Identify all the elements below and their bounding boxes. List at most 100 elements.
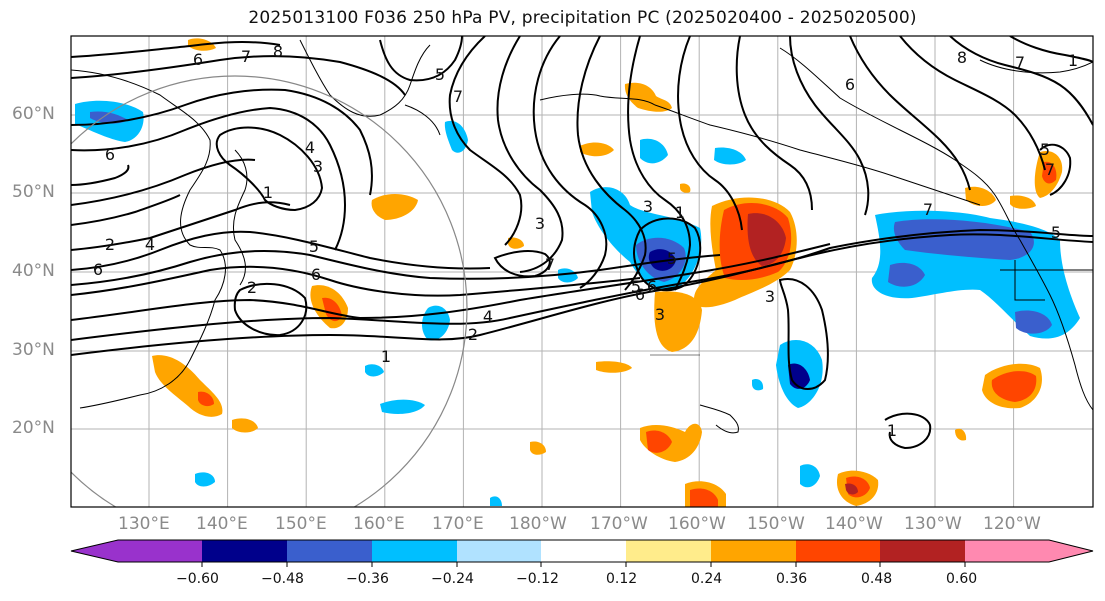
colorbar-tick-label: 0.36 [776,571,808,587]
colorbar [70,539,1094,567]
lon-label: 140°W [825,514,883,534]
anomaly-negative [888,262,925,287]
contour-label: 4 [305,138,315,157]
colorbar-segment [880,540,965,562]
contour-label: 6 [311,265,321,284]
lat-label: 20°N [12,418,55,438]
map-frame [70,35,1094,508]
colorbar-segment [626,540,711,562]
lat-label: 40°N [12,261,55,281]
colorbar-segment [202,540,287,562]
anomaly-negative [490,496,502,506]
contour-label: 2 [105,235,115,254]
anomaly-positive [1010,195,1036,209]
contour-label: 1 [263,183,273,202]
anomaly-negative [640,138,668,164]
contour-label: 7 [923,200,933,219]
contour-label: 3 [643,197,653,216]
contour-label: 5 [1051,223,1061,242]
anomaly-positive [654,291,702,352]
contour-label: 3 [765,287,775,306]
contour-label: 2 [247,278,257,297]
map-title: 2025013100 F036 250 hPa PV, precipitatio… [248,8,917,28]
contour-label: 6 [193,50,203,69]
contour-label: 7 [545,255,555,274]
colorbar-tick-label: −0.60 [176,571,219,587]
contour-label: 5 [309,237,319,256]
precip-anomaly-shading [75,38,1080,507]
colorbar-tick-label: 0.48 [861,571,893,587]
contour-label: 3 [535,214,545,233]
range-ring [71,75,468,507]
anomaly-positive [580,142,614,157]
contour-label: 5 [435,65,445,84]
contour-label: 6 [845,75,855,94]
colorbar-outline [70,539,1094,563]
contour-label: 6 [105,145,115,164]
colorbar-tick-label: 0.60 [946,571,978,587]
anomaly-negative [365,364,384,377]
anomaly-positive [322,297,342,322]
colorbar-segment [372,540,457,562]
coastlines [71,39,1093,434]
contour-label: 1 [381,347,391,366]
lon-label: 160°E [353,514,405,534]
anomaly-negative [714,147,746,165]
contour-label: 7 [241,47,251,66]
anomaly-positive [624,82,672,112]
anomaly-negative [752,379,764,391]
contour-label: 8 [957,48,967,67]
anomaly-positive [530,441,546,455]
anomaly-negative [1015,310,1052,334]
contour-label: 1 [675,203,685,222]
contour-label: 6 [635,285,645,304]
colorbar-segment [541,540,626,562]
pv-contours [71,36,1093,450]
anomaly-positive [680,183,691,193]
contour-label: 2 [468,325,478,344]
contour-label: 1 [1068,51,1078,70]
lon-label: 140°E [196,514,248,534]
lon-label: 150°E [275,514,327,534]
contour-label: 5 [1040,140,1050,159]
anomaly-positive [965,186,996,206]
colorbar-segment [287,540,372,562]
contour-label: 6 [647,277,657,296]
contour-label: 7 [1045,160,1055,179]
colorbar-tick-label: −0.12 [516,571,559,587]
anomaly-negative [380,399,425,414]
lat-label: 30°N [12,340,55,360]
colorbar-tick-label: −0.36 [346,571,389,587]
contour-label: 8 [273,42,283,61]
lon-label: 130°E [118,514,170,534]
anomaly-positive [646,430,672,453]
colorbar-segment [796,540,880,562]
anomaly-negative [648,249,676,271]
anomaly-positive [1042,161,1057,184]
anomaly-positive [991,371,1037,402]
lon-label: 170°E [432,514,484,534]
contour-label: 7 [453,87,463,106]
lon-label: 150°W [747,514,805,534]
contour-label: 6 [93,260,103,279]
anomaly-positive [955,428,967,441]
lon-label: 180°W [509,514,567,534]
anomaly-negative [800,464,820,488]
colorbar-segment [71,540,202,562]
anomaly-positive [690,488,718,507]
anomaly-positive [596,361,632,373]
lat-label: 50°N [12,182,55,202]
colorbar-segment [457,540,541,562]
anomaly-positive [232,418,258,433]
lat-label: 60°N [12,104,55,124]
colorbar-tick-label: −0.48 [261,571,304,587]
anomaly-positive [371,194,418,220]
colorbar-tick-label: −0.24 [431,571,474,587]
anomaly-negative [444,120,468,153]
lon-label: 170°W [590,514,648,534]
contour-label: 4 [483,307,493,326]
anomaly-negative [90,111,128,124]
anomaly-positive [198,391,214,407]
